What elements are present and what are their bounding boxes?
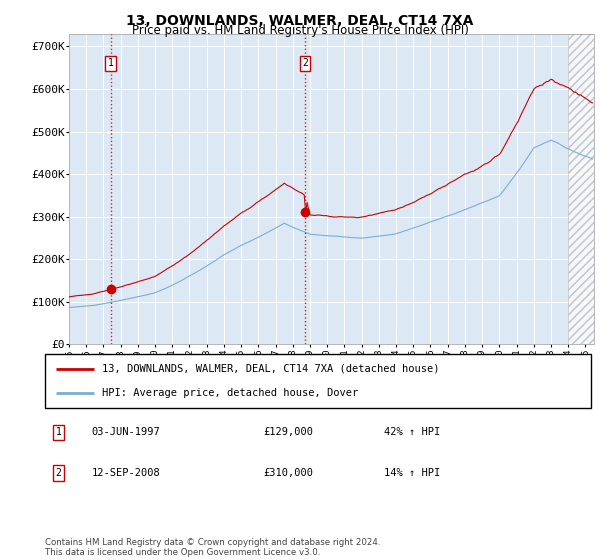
Bar — [568, 34, 600, 344]
Text: 03-JUN-1997: 03-JUN-1997 — [91, 427, 160, 437]
Text: 2: 2 — [56, 468, 62, 478]
Text: 1: 1 — [56, 427, 62, 437]
Text: Price paid vs. HM Land Registry's House Price Index (HPI): Price paid vs. HM Land Registry's House … — [131, 24, 469, 37]
FancyBboxPatch shape — [45, 354, 591, 408]
Text: HPI: Average price, detached house, Dover: HPI: Average price, detached house, Dove… — [103, 388, 359, 398]
Text: 12-SEP-2008: 12-SEP-2008 — [91, 468, 160, 478]
Text: 42% ↑ HPI: 42% ↑ HPI — [383, 427, 440, 437]
Text: 1: 1 — [108, 58, 113, 68]
Text: 13, DOWNLANDS, WALMER, DEAL, CT14 7XA: 13, DOWNLANDS, WALMER, DEAL, CT14 7XA — [127, 14, 473, 28]
Text: £129,000: £129,000 — [263, 427, 313, 437]
Text: Contains HM Land Registry data © Crown copyright and database right 2024.
This d: Contains HM Land Registry data © Crown c… — [45, 538, 380, 557]
Text: 2: 2 — [302, 58, 308, 68]
Text: 14% ↑ HPI: 14% ↑ HPI — [383, 468, 440, 478]
Text: 13, DOWNLANDS, WALMER, DEAL, CT14 7XA (detached house): 13, DOWNLANDS, WALMER, DEAL, CT14 7XA (d… — [103, 364, 440, 374]
Text: £310,000: £310,000 — [263, 468, 313, 478]
